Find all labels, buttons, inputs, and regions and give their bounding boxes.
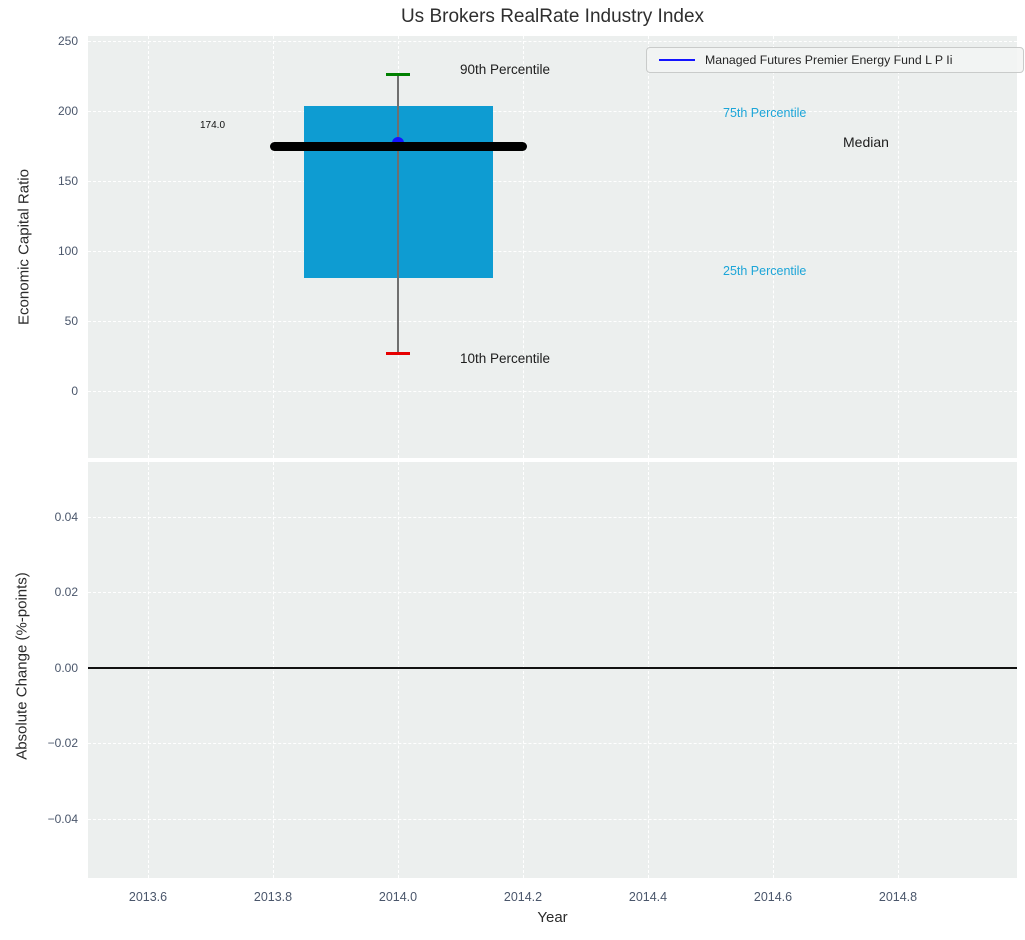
y-tick-label: 100 xyxy=(57,244,78,258)
annotation-median: Median xyxy=(843,134,889,150)
y-tick-label: −0.02 xyxy=(47,736,78,750)
x-axis-label: Year xyxy=(537,909,568,926)
gridline-vertical xyxy=(773,36,774,458)
y-tick-label: 0.02 xyxy=(54,585,78,599)
gridline-vertical xyxy=(273,462,274,878)
gridline-vertical xyxy=(398,462,399,878)
y-tick-label: 0.00 xyxy=(54,661,78,675)
x-tick-label: 2014.4 xyxy=(628,890,668,904)
median-value-annotation: 174.0 xyxy=(200,120,226,131)
x-tick-label: 2013.8 xyxy=(253,890,293,904)
legend-label: Managed Futures Premier Energy Fund L P … xyxy=(705,53,953,67)
boxplot-median-line xyxy=(270,142,527,151)
top-plot-area: 174.0 90th Percentile 75th Percentile Me… xyxy=(88,36,1024,458)
y-tick-label: 250 xyxy=(57,34,78,48)
x-tick-label: 2014.2 xyxy=(503,890,543,904)
y-tick-label: 0 xyxy=(71,384,78,398)
gridline-vertical xyxy=(523,462,524,878)
chart-title: Us Brokers RealRate Industry Index xyxy=(400,6,705,27)
gridline-vertical xyxy=(898,462,899,878)
gridline-horizontal xyxy=(88,321,1017,322)
gridline-horizontal xyxy=(88,592,1017,593)
x-tick-label: 2014.0 xyxy=(378,890,418,904)
gridline-vertical xyxy=(648,36,649,458)
gridline-vertical xyxy=(523,36,524,458)
y-tick-label: 200 xyxy=(57,104,78,118)
gridline-vertical xyxy=(273,36,274,458)
x-tick-label: 2014.8 xyxy=(878,890,918,904)
y-tick-label: 0.04 xyxy=(54,510,78,524)
gridline-horizontal xyxy=(88,251,1017,252)
gridline-horizontal xyxy=(88,819,1017,820)
y-tick-label: −0.04 xyxy=(47,812,78,826)
gridline-vertical xyxy=(898,36,899,458)
annotation-25th-percentile: 25th Percentile xyxy=(723,264,807,278)
gridline-horizontal xyxy=(88,181,1017,182)
annotation-10th-percentile: 10th Percentile xyxy=(460,351,551,366)
annotation-90th-percentile: 90th Percentile xyxy=(460,62,551,77)
gridline-horizontal xyxy=(88,391,1017,392)
x-tick-label: 2014.6 xyxy=(753,890,793,904)
gridline-horizontal xyxy=(88,111,1017,112)
y-tick-label: 150 xyxy=(57,174,78,188)
gridline-horizontal xyxy=(88,41,1017,42)
bottom-y-axis-label: Absolute Change (%-points) xyxy=(13,572,31,760)
gridline-vertical xyxy=(148,36,149,458)
gridline-vertical xyxy=(648,462,649,878)
annotation-75th-percentile: 75th Percentile xyxy=(723,106,807,120)
zero-reference-line xyxy=(88,667,1017,669)
y-tick-label: 50 xyxy=(64,314,78,328)
legend-line-sample xyxy=(659,58,695,62)
boxplot-10th-cap xyxy=(386,352,410,355)
bottom-plot-area xyxy=(88,462,1017,878)
gridline-horizontal xyxy=(88,517,1017,518)
legend-box: Managed Futures Premier Energy Fund L P … xyxy=(646,47,1024,73)
gridline-vertical xyxy=(773,462,774,878)
gridline-vertical xyxy=(148,462,149,878)
top-y-axis-label: Economic Capital Ratio xyxy=(15,169,33,325)
x-tick-label: 2013.6 xyxy=(128,890,168,904)
gridline-horizontal xyxy=(88,743,1017,744)
boxplot-90th-cap xyxy=(386,73,410,76)
boxplot-whisker-line xyxy=(397,74,399,354)
